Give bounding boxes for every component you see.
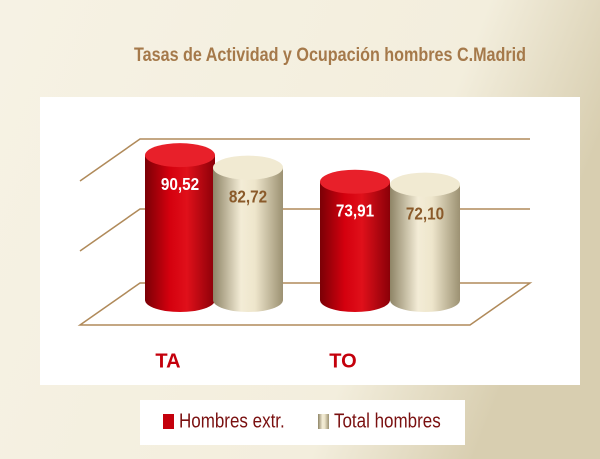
- bar: [145, 155, 215, 312]
- bar-top: [390, 172, 460, 197]
- legend-label: Total hombres: [334, 409, 441, 432]
- bar: [390, 184, 460, 312]
- bar: [320, 181, 390, 312]
- chart-title: Tasas de Actividad y Ocupación hombres C…: [134, 44, 526, 66]
- bar-top: [145, 143, 215, 168]
- bar-top: [320, 169, 390, 194]
- bar-top: [213, 155, 283, 180]
- x-tick-label: TA: [155, 350, 180, 372]
- legend-swatch: [318, 414, 329, 429]
- legend-box: [140, 400, 465, 445]
- data-label: 90,52: [161, 174, 199, 194]
- data-label: 73,91: [336, 200, 374, 220]
- bar: [213, 167, 283, 312]
- data-label: 72,10: [406, 203, 444, 223]
- legend-label: Hombres extr.: [179, 409, 285, 432]
- floor: [77, 282, 533, 326]
- data-label: 82,72: [229, 186, 267, 206]
- x-tick-label: TO: [329, 350, 356, 372]
- plot-panel: [40, 97, 580, 385]
- legend-swatch: [163, 414, 174, 429]
- grid-line: [79, 138, 530, 182]
